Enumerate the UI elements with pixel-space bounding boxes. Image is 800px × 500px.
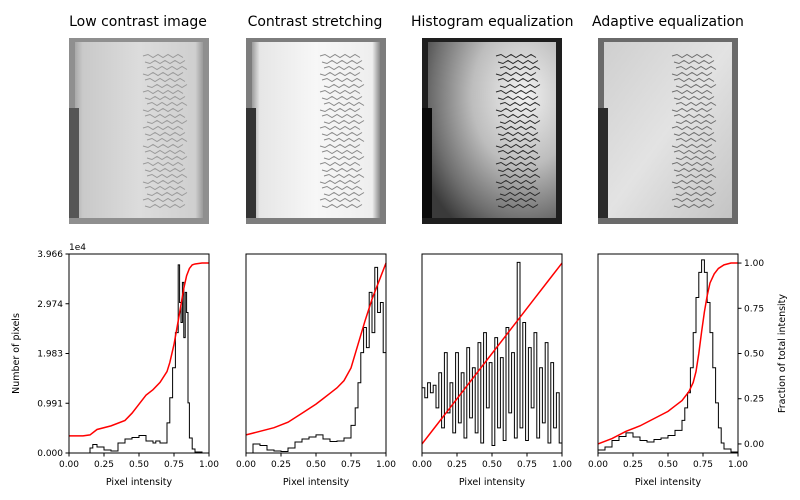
cdf-line bbox=[245, 262, 387, 436]
y-tick-label: 2.974 bbox=[37, 300, 63, 310]
x-tick-label: 1.00 bbox=[376, 460, 396, 470]
image-histogram-equalization bbox=[422, 38, 562, 224]
y2-tick-label: 0.50 bbox=[744, 350, 764, 360]
x-tick-label: 0.50 bbox=[306, 460, 326, 470]
x-tick-label: 0.75 bbox=[341, 460, 361, 470]
image-adaptive-equalization bbox=[598, 38, 738, 224]
axes-frame bbox=[245, 253, 387, 454]
y-tick-label: 1.983 bbox=[37, 350, 63, 360]
y-tick-label: 3.966 bbox=[37, 250, 63, 260]
y2-tick-label: 0.75 bbox=[744, 304, 764, 314]
x-axis-label: Pixel intensity bbox=[283, 477, 350, 488]
image-contrast-stretching bbox=[246, 38, 386, 224]
axes-frame bbox=[597, 253, 739, 454]
histogram-panel-histogram-equalization: 0.00 0.25 0.50 0.75 1.00 Pixel intensity bbox=[412, 253, 572, 488]
cdf-line bbox=[421, 262, 563, 445]
image-low-contrast bbox=[69, 38, 209, 224]
panel-title-contrast-stretching: Contrast stretching bbox=[247, 14, 383, 30]
x-tick-label: 0.50 bbox=[129, 460, 149, 470]
y-tick-label: 0.991 bbox=[37, 399, 63, 409]
histogram-line bbox=[422, 261, 563, 446]
y2-tick-label: 0.25 bbox=[744, 395, 764, 405]
x-tick-label: 0.00 bbox=[59, 460, 79, 470]
x-tick-label: 0.25 bbox=[94, 460, 114, 470]
x-tick-label: 0.25 bbox=[271, 460, 291, 470]
x-axis-label: Pixel intensity bbox=[106, 477, 173, 488]
x-tick-label: 0.75 bbox=[517, 460, 537, 470]
panel-title-histogram-equalization: Histogram equalization bbox=[411, 14, 574, 30]
x-tick-label: 1.00 bbox=[199, 460, 219, 470]
x-tick-label: 0.75 bbox=[164, 460, 184, 470]
panel-title-low-contrast: Low contrast image bbox=[69, 14, 207, 30]
histogram-line bbox=[598, 259, 739, 453]
x-tick-label: 1.00 bbox=[728, 460, 748, 470]
x-tick-label: 1.00 bbox=[552, 460, 572, 470]
y-axis-label: Number of pixels bbox=[11, 313, 22, 394]
histogram-panel-low-contrast: 0.00 0.25 0.50 0.75 1.00 Pixel intensity 0.000… bbox=[11, 243, 219, 488]
axes-frame bbox=[68, 253, 210, 454]
x-axis-label: Pixel intensity bbox=[635, 477, 702, 488]
x-tick-label: 0.25 bbox=[447, 460, 467, 470]
y-offset-label: 1e4 bbox=[69, 243, 86, 253]
y2-tick-label: 1.00 bbox=[744, 259, 764, 269]
x-axis-label: Pixel intensity bbox=[459, 477, 526, 488]
y-tick-label: 0.000 bbox=[37, 449, 63, 459]
x-tick-label: 0.00 bbox=[236, 460, 256, 470]
x-tick-label: 0.00 bbox=[412, 460, 432, 470]
y2-axis-label: Fraction of total intensity bbox=[777, 294, 788, 413]
histogram-line bbox=[246, 266, 387, 454]
x-tick-label: 0.75 bbox=[693, 460, 713, 470]
panel-title-adaptive-equalization: Adaptive equalization bbox=[592, 14, 744, 30]
histogram-line bbox=[69, 264, 209, 454]
axes-frame bbox=[421, 253, 563, 454]
x-tick-label: 0.50 bbox=[482, 460, 502, 470]
cdf-line bbox=[597, 262, 738, 445]
histogram-panel-adaptive-equalization: 0.00 0.25 0.50 0.75 1.00 Pixel intensity 0.00 0… bbox=[588, 253, 788, 488]
cdf-line bbox=[69, 262, 209, 437]
histogram-panel-contrast-stretching: 0.00 0.25 0.50 0.75 1.00 Pixel intensity bbox=[236, 253, 396, 488]
x-tick-label: 0.25 bbox=[623, 460, 643, 470]
x-tick-label: 0.00 bbox=[588, 460, 608, 470]
x-tick-label: 0.50 bbox=[658, 460, 678, 470]
y2-tick-label: 0.00 bbox=[744, 440, 764, 450]
